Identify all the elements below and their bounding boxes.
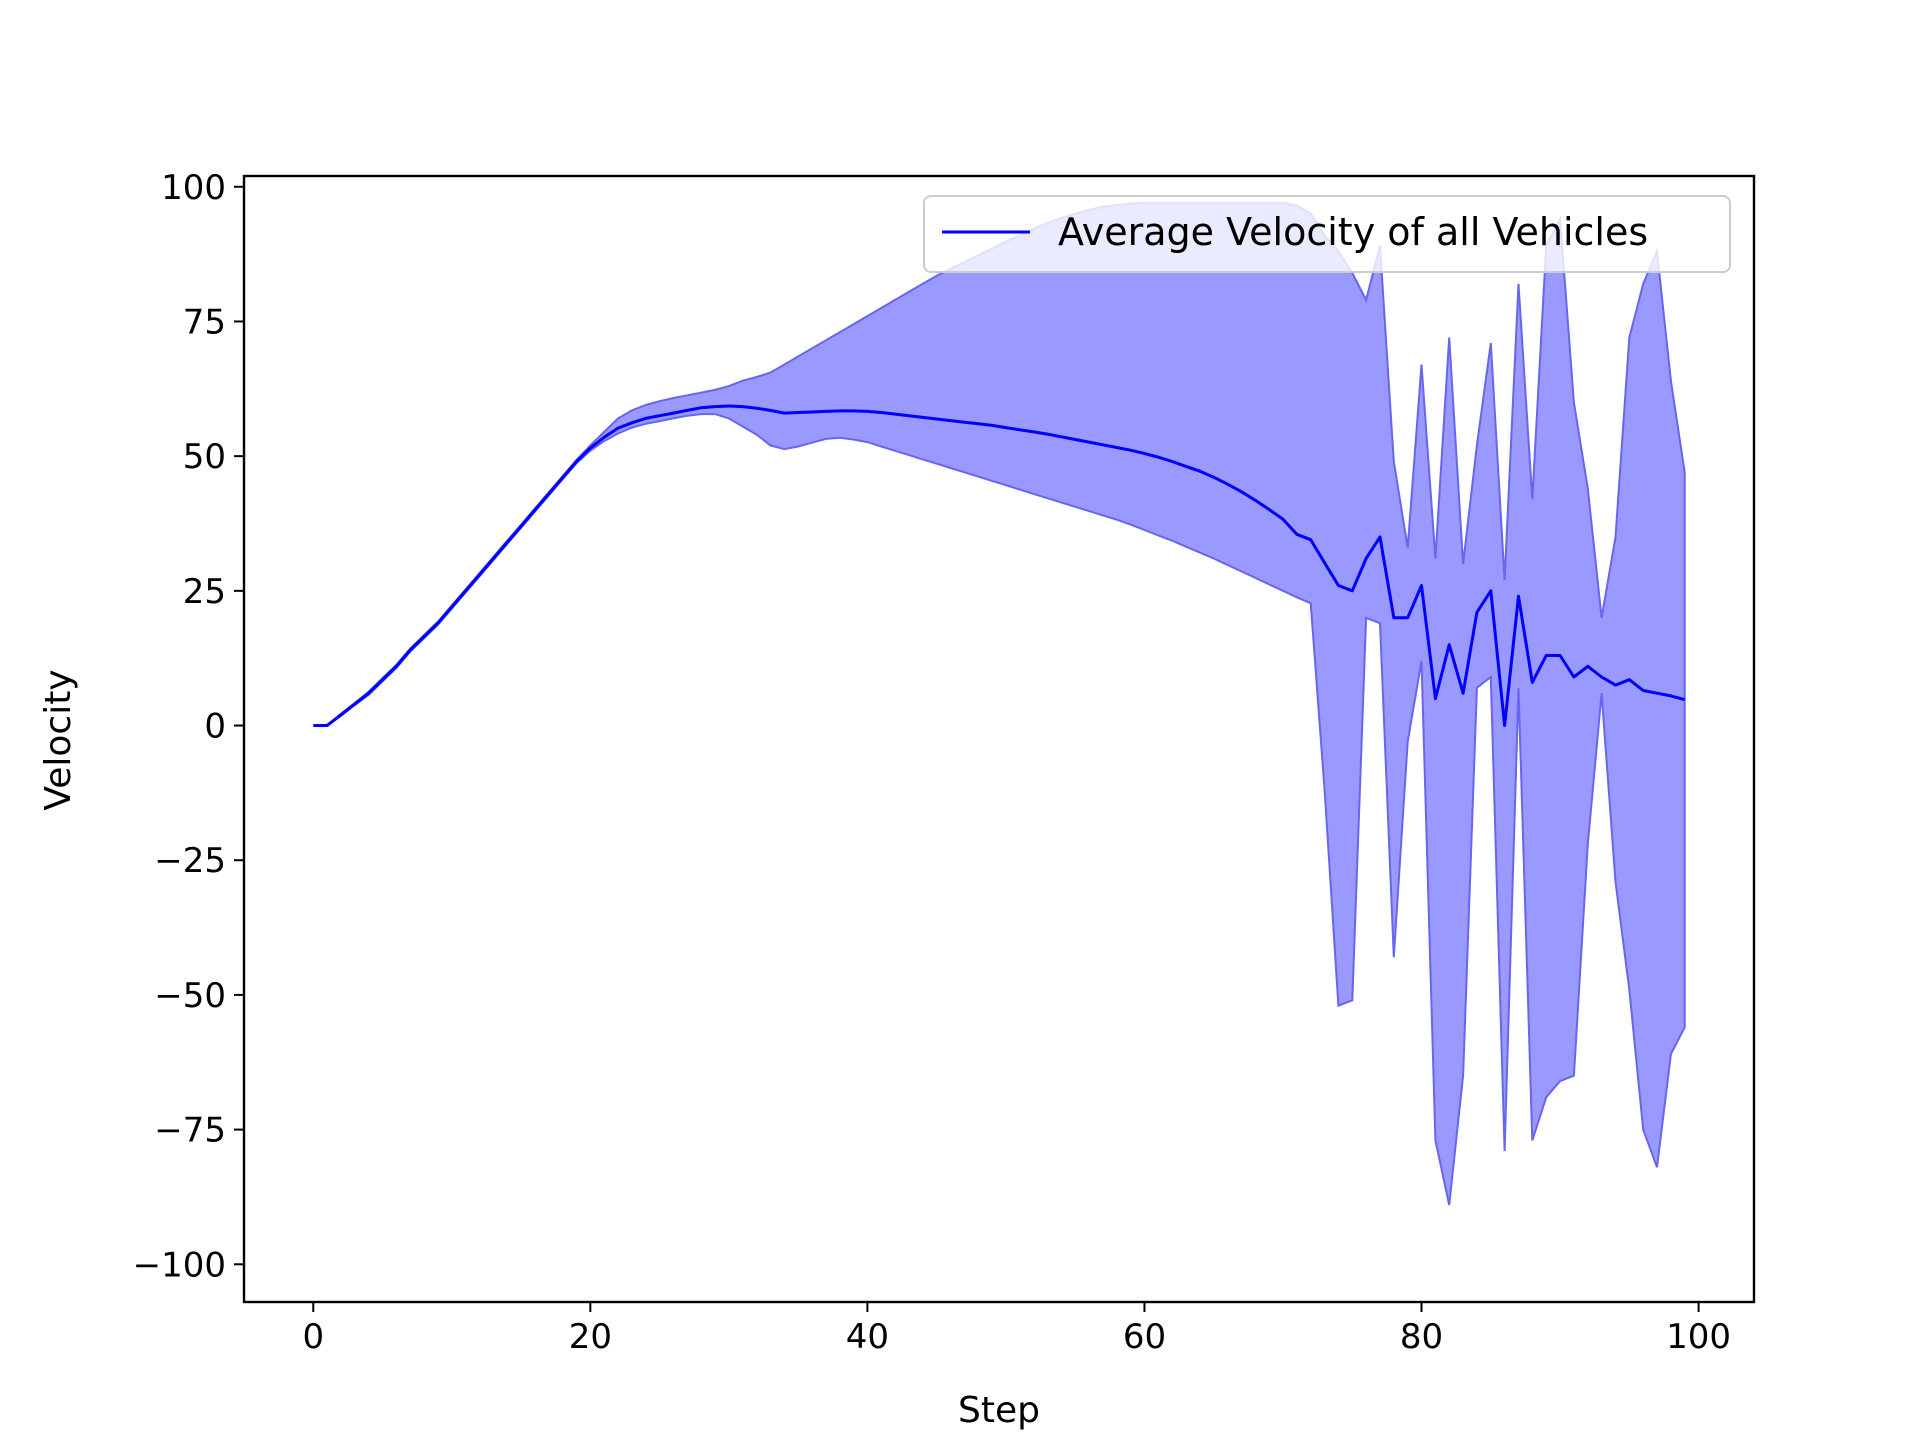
y-tick-label: −25	[154, 841, 226, 881]
y-tick-label: −50	[154, 976, 226, 1016]
x-tick-label: 20	[569, 1317, 612, 1357]
x-tick-label: 0	[302, 1317, 324, 1357]
plot-frame	[242, 174, 1756, 1304]
y-axis-label: Velocity	[38, 669, 79, 810]
x-tick-label: 60	[1123, 1317, 1166, 1357]
band-layer	[313, 201, 1686, 1206]
line-layer	[313, 404, 1686, 727]
x-tick-label: 80	[1400, 1317, 1443, 1357]
y-tick-label: 75	[183, 302, 226, 342]
legend-entry-label: Average Velocity of all Vehicles	[1058, 210, 1648, 254]
y-tick-label: 25	[183, 572, 226, 612]
y-tick-label: 0	[204, 707, 226, 747]
legend: Average Velocity of all Vehicles	[923, 195, 1731, 273]
x-tick-label: 100	[1666, 1317, 1731, 1357]
y-tick-label: −100	[133, 1245, 226, 1285]
x-tick-label: 40	[846, 1317, 889, 1357]
y-tick-label: 100	[161, 168, 226, 208]
y-tick-label: 50	[183, 437, 226, 477]
velocity-range-band	[313, 201, 1686, 1206]
x-axis: 0 20 40 60 80 100	[302, 1302, 1731, 1357]
y-axis: −100 −75 −50 −25 0 25 50 75 100	[133, 168, 244, 1285]
x-axis-label: Step	[958, 1390, 1040, 1431]
legend-box	[923, 195, 1731, 273]
y-tick-label: −75	[154, 1111, 226, 1151]
average-velocity-line	[313, 404, 1686, 727]
